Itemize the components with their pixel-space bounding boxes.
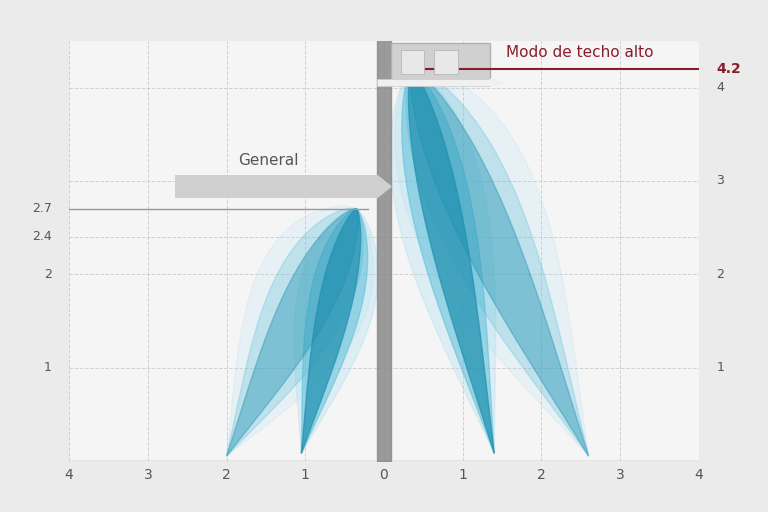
Text: 2: 2 [717, 268, 724, 281]
Polygon shape [301, 209, 361, 453]
Text: 4: 4 [717, 81, 724, 94]
Text: 2: 2 [44, 268, 51, 281]
Polygon shape [409, 69, 494, 453]
Polygon shape [294, 209, 378, 453]
Text: 3: 3 [717, 175, 724, 187]
Polygon shape [301, 209, 368, 453]
Text: 4.2: 4.2 [717, 62, 741, 76]
Polygon shape [227, 208, 363, 456]
Bar [435, 50, 458, 74]
Polygon shape [390, 69, 495, 453]
Text: 2.4: 2.4 [32, 230, 51, 243]
Polygon shape [402, 69, 494, 453]
Text: General: General [238, 153, 299, 168]
Polygon shape [406, 69, 588, 456]
Polygon shape [395, 68, 588, 456]
Bar [175, 175, 377, 198]
Text: Modo de techo alto: Modo de techo alto [506, 45, 654, 60]
Bar [401, 50, 424, 74]
Polygon shape [227, 206, 373, 456]
Text: 1: 1 [717, 361, 724, 374]
Bar [377, 79, 490, 86]
Polygon shape [377, 175, 391, 198]
Text: 1: 1 [44, 361, 51, 374]
Bar [391, 43, 490, 80]
Polygon shape [227, 209, 358, 456]
Polygon shape [410, 69, 588, 456]
Polygon shape [490, 79, 505, 86]
Text: 2.7: 2.7 [32, 202, 51, 216]
